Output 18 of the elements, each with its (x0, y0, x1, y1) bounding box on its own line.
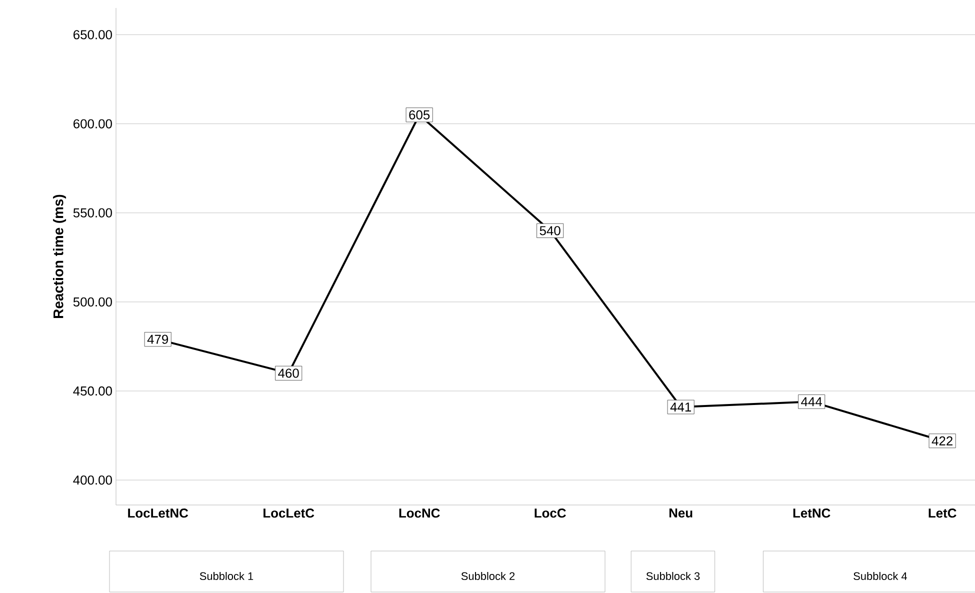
text: Subblock 1 (200, 572, 254, 580)
x-tick-label: LetC (928, 508, 956, 518)
y-tick-label: 650.00 (74, 30, 112, 40)
text: Subblock 4 (854, 572, 907, 580)
y-tick-label: 600.00 (74, 119, 112, 128)
y-axis-title: Reaction time (ms) (53, 194, 66, 318)
y-tick-label: 550.00 (73, 208, 112, 218)
x-tick-label: LocLetNC (128, 508, 188, 518)
x-tick-label: Neu (669, 508, 692, 518)
y-tick-label: 400.00 (73, 475, 112, 485)
x-tick-label: LocNC (399, 508, 440, 518)
text: Subblock 2 (461, 572, 515, 580)
y-tick-label: 450.00 (73, 386, 112, 396)
y-tick-label: 500.00 (73, 297, 112, 307)
x-tick-label: LocLetC (264, 508, 314, 518)
text: Subblock 3 (646, 572, 700, 580)
x-tick-label: LocC (534, 508, 566, 518)
x-tick-label: LetNC (793, 508, 830, 518)
